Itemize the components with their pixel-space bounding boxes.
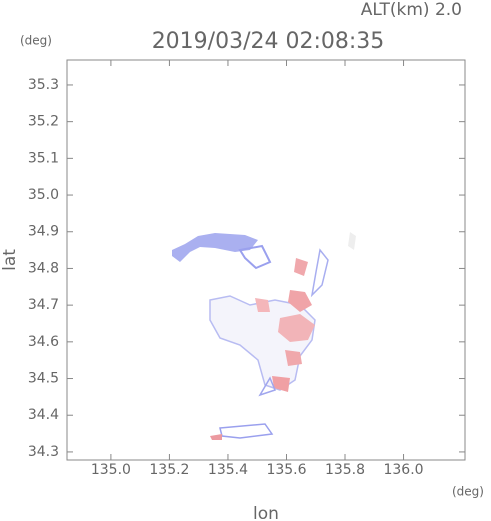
y-axis-label: lat (0, 249, 20, 271)
y-tick-label: 34.3 (28, 444, 59, 460)
y-tick-label: 34.8 (28, 260, 59, 276)
x-tick-label: 136.0 (383, 462, 423, 478)
y-tick-label: 35.2 (28, 114, 59, 130)
x-tick-label: 135.8 (325, 462, 365, 478)
y-tick-label: 35.0 (28, 187, 59, 203)
plot-frame (66, 59, 466, 461)
subtitle: ALT(km) 2.0 (361, 0, 462, 20)
x-tick-label: 135.2 (149, 462, 189, 478)
x-axis-label: lon (253, 504, 279, 521)
y-tick-label: 34.6 (28, 334, 59, 350)
y-tick-label: 34.9 (28, 224, 59, 240)
y-unit: (deg) (20, 34, 52, 48)
y-tick-label: 34.4 (28, 407, 59, 423)
x-unit: (deg) (452, 485, 484, 499)
x-tick-label: 135.4 (208, 462, 248, 478)
x-tick-label: 135.0 (91, 462, 131, 478)
x-tick-label: 135.6 (266, 462, 306, 478)
chart-title: 2019/03/24 02:08:35 (152, 29, 385, 54)
y-tick-label: 34.5 (28, 371, 59, 387)
y-tick-label: 35.1 (28, 150, 59, 166)
y-tick-label: 35.3 (28, 77, 59, 93)
y-tick-label: 34.7 (28, 297, 59, 313)
radar-echoes (172, 232, 356, 440)
